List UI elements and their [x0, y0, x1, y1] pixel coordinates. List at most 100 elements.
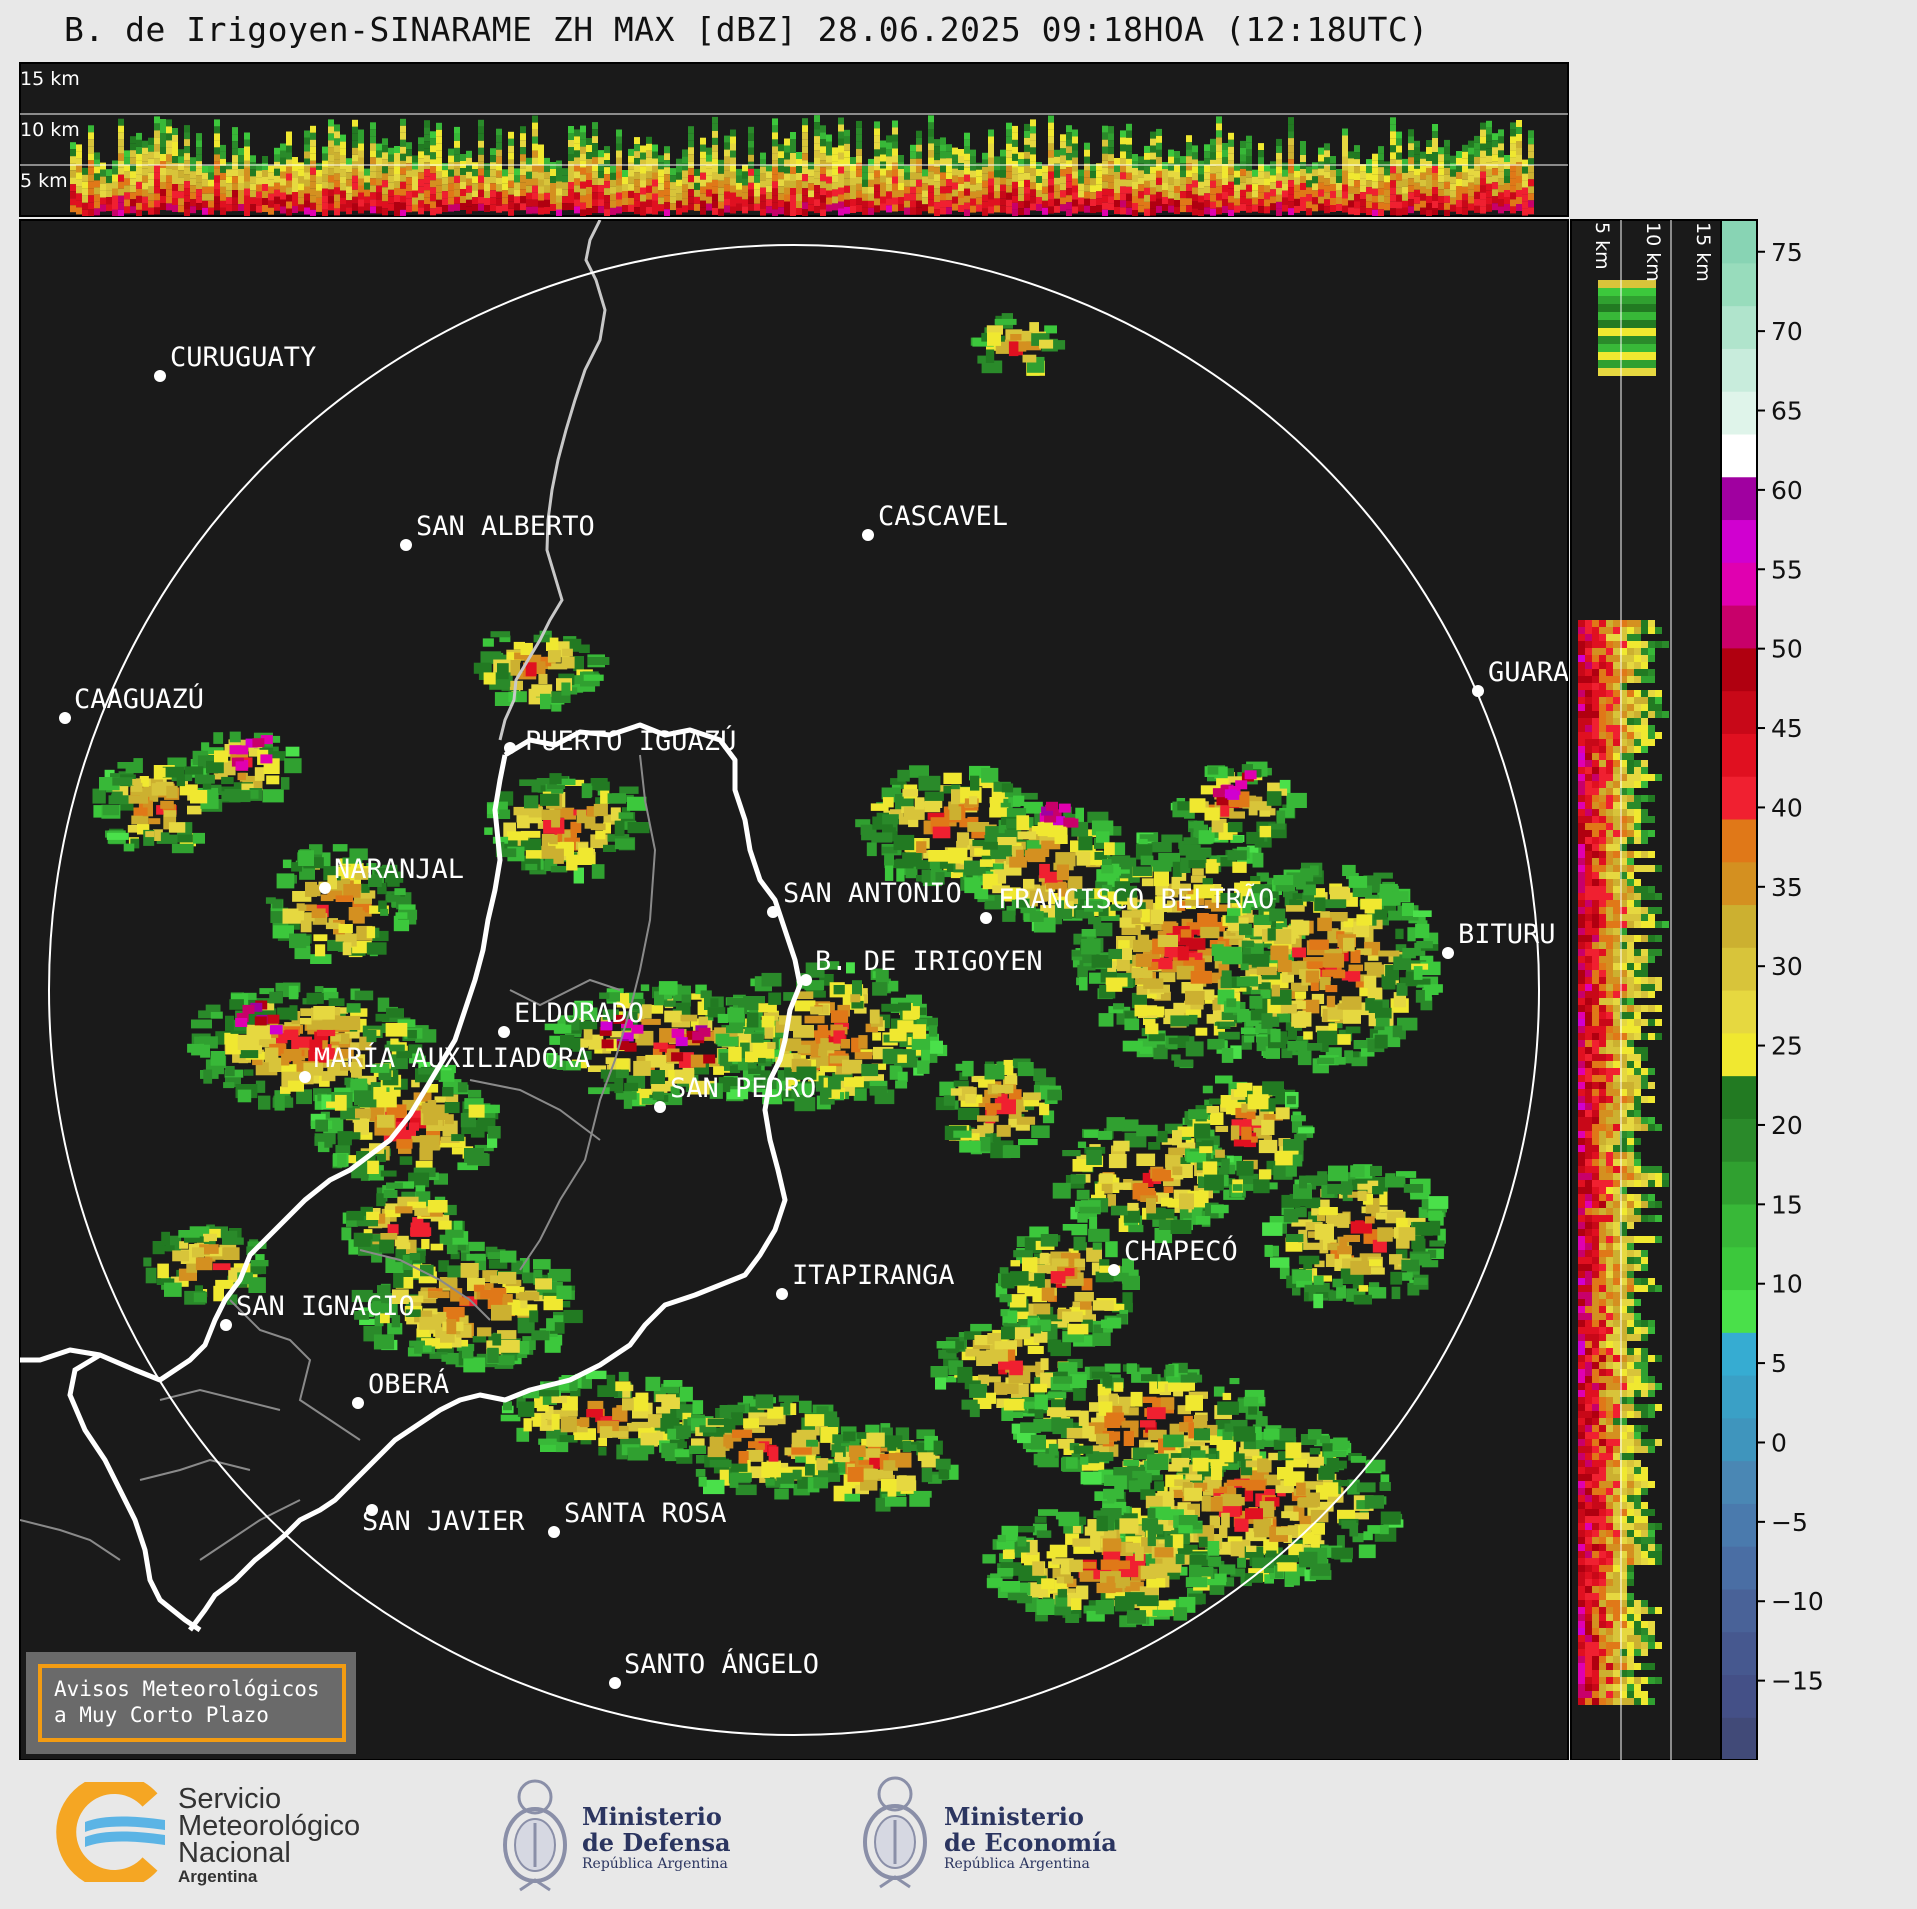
- top-echo-cell: [1342, 149, 1348, 157]
- top-echo-cell: [1276, 152, 1282, 160]
- top-echo-cell: [352, 133, 358, 141]
- top-echo-cell: [1402, 179, 1408, 187]
- top-echo-cell: [1492, 168, 1498, 176]
- echo-cell: [387, 878, 400, 887]
- echo-cell: [840, 1039, 851, 1049]
- echo-cell: [359, 1132, 373, 1140]
- top-echo-cell: [1240, 154, 1246, 162]
- top-echo-cell: [424, 148, 430, 156]
- top-echo-cell: [1024, 158, 1030, 166]
- echo-cell: [901, 1058, 919, 1068]
- echo-cell: [310, 954, 332, 964]
- echo-cell: [1004, 829, 1018, 841]
- top-echo-cell: [688, 175, 694, 183]
- top-echo-cell: [898, 169, 904, 176]
- top-echo-cell: [874, 156, 880, 164]
- echo-cell: [578, 644, 590, 653]
- top-echo-cell: [82, 195, 88, 203]
- echo-cell: [707, 1007, 726, 1018]
- top-echo-cell: [118, 202, 124, 210]
- top-echo-cell: [1138, 177, 1144, 185]
- echo-cell: [1225, 915, 1239, 923]
- echo-cell: [1198, 830, 1215, 842]
- echo-cell: [846, 962, 855, 974]
- top-echo-cell: [1480, 164, 1486, 172]
- top-echo-cell: [1120, 186, 1126, 194]
- echo-cell: [378, 900, 387, 912]
- echo-cell: [583, 1029, 593, 1040]
- echo-cell: [895, 782, 907, 789]
- top-echo-cell: [214, 168, 220, 176]
- top-echo-cell: [1090, 206, 1096, 214]
- top-echo-cell: [1264, 185, 1270, 193]
- top-echo-cell: [1408, 136, 1414, 144]
- top-echo-cell: [1402, 186, 1408, 194]
- echo-cell: [473, 1284, 485, 1292]
- echo-cell: [1300, 868, 1314, 882]
- top-echo-cell: [1114, 165, 1120, 172]
- top-echo-cell: [1282, 162, 1288, 170]
- top-echo-cell: [1108, 196, 1114, 204]
- top-echo-cell: [1036, 169, 1042, 176]
- echo-cell: [1002, 910, 1016, 922]
- echo-cell: [487, 1126, 501, 1139]
- echo-cell: [753, 1075, 763, 1084]
- top-echo-cell: [184, 181, 190, 189]
- top-echo-cell: [1126, 158, 1132, 166]
- top-echo-cell: [1480, 206, 1486, 214]
- echo-cell: [305, 881, 317, 897]
- top-echo-cell: [454, 133, 460, 141]
- echo-cell: [1016, 815, 1030, 831]
- echo-cell: [210, 1011, 223, 1019]
- top-echo-cell: [982, 159, 988, 167]
- top-echo-cell: [706, 154, 712, 162]
- top-echo-cell: [400, 153, 406, 161]
- top-echo-cell: [250, 197, 256, 205]
- top-echo-cell: [220, 151, 226, 159]
- top-echo-cell: [340, 141, 346, 149]
- top-echo-cell: [1102, 195, 1108, 203]
- top-echo-cell: [568, 189, 574, 196]
- top-echo-cell: [1222, 192, 1228, 199]
- top-echo-cell: [1138, 198, 1144, 206]
- top-echo-cell: [82, 174, 88, 182]
- echo-cell: [1177, 946, 1189, 961]
- top-echo-cell: [1150, 173, 1156, 181]
- top-echo-cell: [1480, 122, 1486, 130]
- top-echo-cell: [1054, 198, 1060, 206]
- top-echo-cell: [172, 135, 178, 142]
- top-echo-cell: [1222, 164, 1228, 171]
- echo-cell: [206, 760, 224, 774]
- echo-cell: [373, 1087, 387, 1100]
- top-echo-cell: [904, 200, 910, 208]
- top-echo-cell: [244, 132, 250, 140]
- echo-cell: [490, 1275, 501, 1284]
- top-echo-cell: [994, 191, 1000, 199]
- echo-cell: [423, 1111, 438, 1126]
- echo-cell: [1229, 811, 1245, 819]
- top-echo-cell: [574, 192, 580, 200]
- top-echo-cell: [1468, 140, 1474, 148]
- top-echo-cell: [1234, 170, 1240, 178]
- top-echo-cell: [904, 207, 910, 215]
- top-echo-cell: [1066, 139, 1072, 147]
- top-echo-cell: [1348, 179, 1354, 187]
- top-echo-cell: [1120, 193, 1126, 201]
- echo-cell: [443, 1307, 465, 1318]
- top-echo-cell: [400, 195, 406, 203]
- echo-cell: [855, 819, 871, 828]
- top-echo-cell: [334, 180, 340, 188]
- top-echo-cell: [1150, 138, 1156, 146]
- top-echo-cell: [838, 138, 844, 146]
- top-echo-cell: [472, 197, 478, 205]
- echo-cell: [1157, 935, 1178, 947]
- top-echo-cell: [484, 184, 490, 191]
- echo-cell: [351, 1166, 369, 1179]
- top-echo-cell: [1216, 130, 1222, 138]
- top-echo-cell: [1198, 181, 1204, 189]
- echo-cell: [294, 912, 315, 922]
- top-echo-cell: [382, 201, 388, 209]
- echo-cell: [1210, 884, 1222, 891]
- echo-cell: [432, 1140, 453, 1148]
- top-echo-cell: [1498, 192, 1504, 200]
